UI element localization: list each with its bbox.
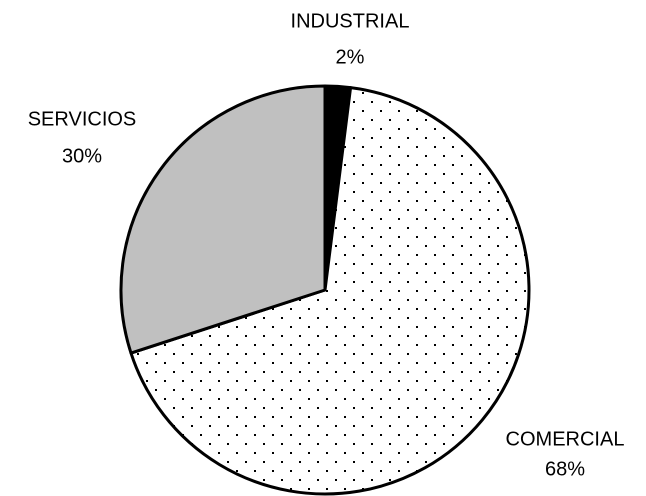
slice-label: INDUSTRIAL xyxy=(291,10,410,32)
pie-slice xyxy=(119,84,327,355)
pie-slice xyxy=(129,86,531,496)
slice-value-label: 68% xyxy=(545,458,585,480)
slice-label: SERVICIOS xyxy=(28,108,137,130)
slice-value-label: 2% xyxy=(336,46,365,68)
slice-value-label: 30% xyxy=(62,145,102,167)
slice-label: COMERCIAL xyxy=(506,428,625,450)
